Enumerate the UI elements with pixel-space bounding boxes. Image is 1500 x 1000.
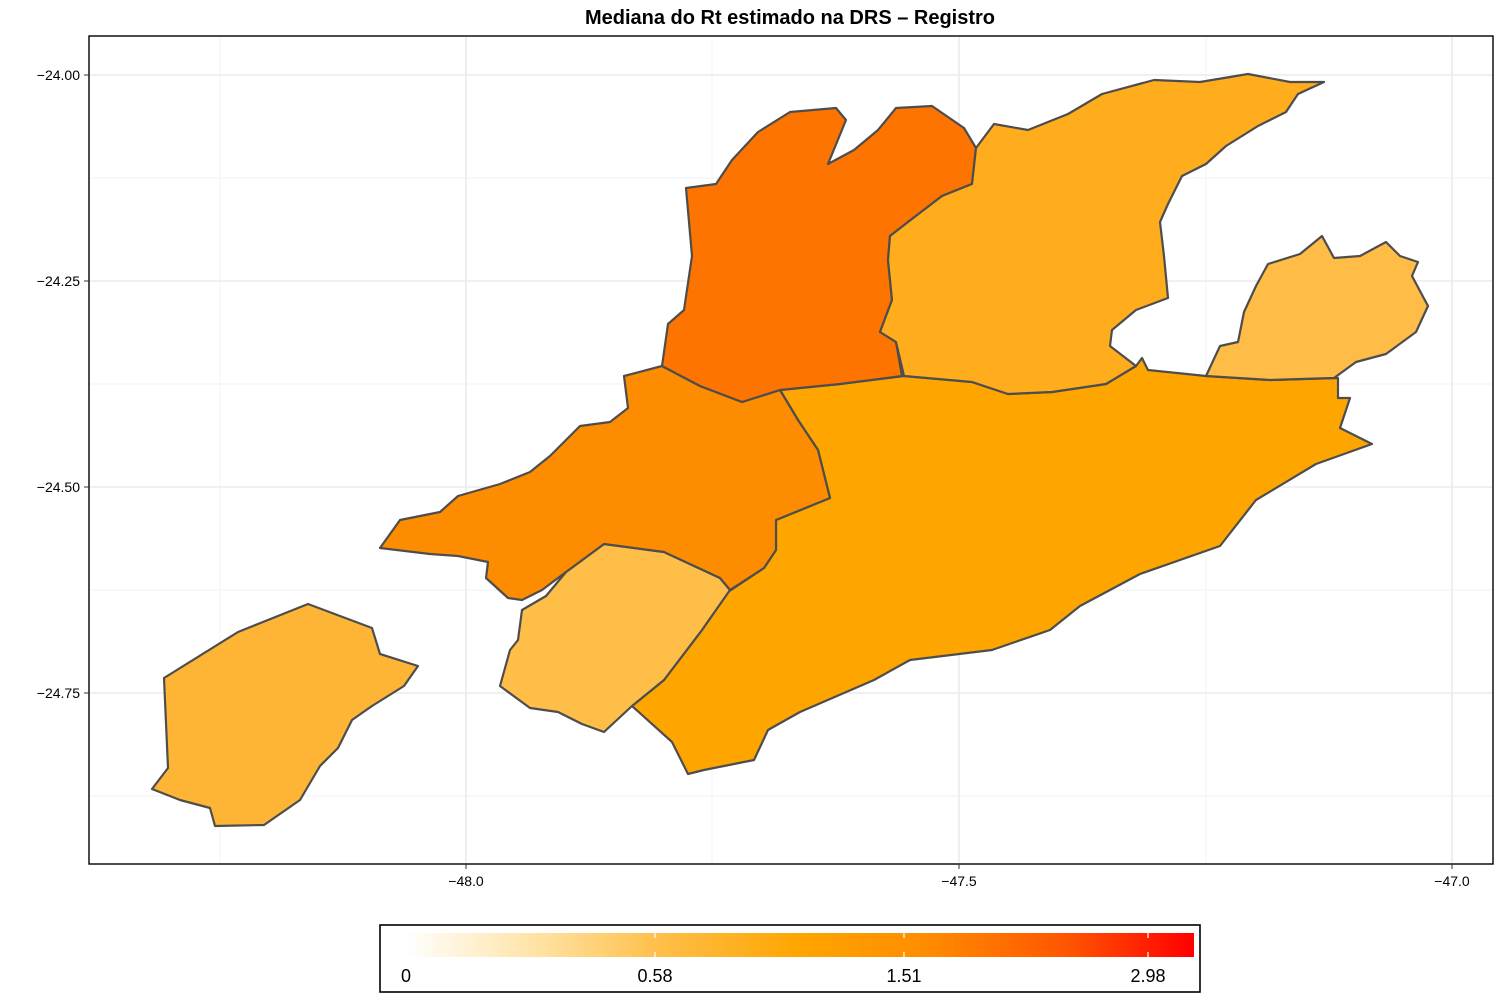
regions (150, 72, 1430, 828)
y-tick-label: −24.75 (37, 685, 80, 701)
color-legend: 0 0.58 1.51 2.98 (379, 924, 1201, 993)
plot-panel (88, 35, 1494, 865)
x-tick-label: −48.0 (448, 873, 484, 889)
x-tick-label: −47.0 (1434, 873, 1470, 889)
legend-label: 2.98 (1130, 966, 1165, 986)
region-east (1204, 234, 1430, 382)
legend-label: 0 (401, 966, 411, 986)
legend-label: 1.51 (886, 966, 921, 986)
region-north-east (878, 72, 1326, 396)
map-title: Mediana do Rt estimado na DRS – Registro (585, 7, 995, 29)
legend-label: 0.58 (637, 966, 672, 986)
legend-colorbar (406, 933, 1194, 957)
region-north-center (660, 104, 978, 404)
region-west-center (378, 364, 832, 602)
y-axis: −24.00 −24.25 −24.50 −24.75 (37, 67, 89, 701)
y-tick-label: −24.25 (37, 273, 80, 289)
x-axis: −48.0 −47.5 −47.0 (448, 864, 1470, 889)
region-far-west (150, 602, 420, 828)
y-tick-label: −24.00 (37, 67, 80, 83)
y-tick-label: −24.50 (37, 479, 80, 495)
x-tick-label: −47.5 (941, 873, 977, 889)
